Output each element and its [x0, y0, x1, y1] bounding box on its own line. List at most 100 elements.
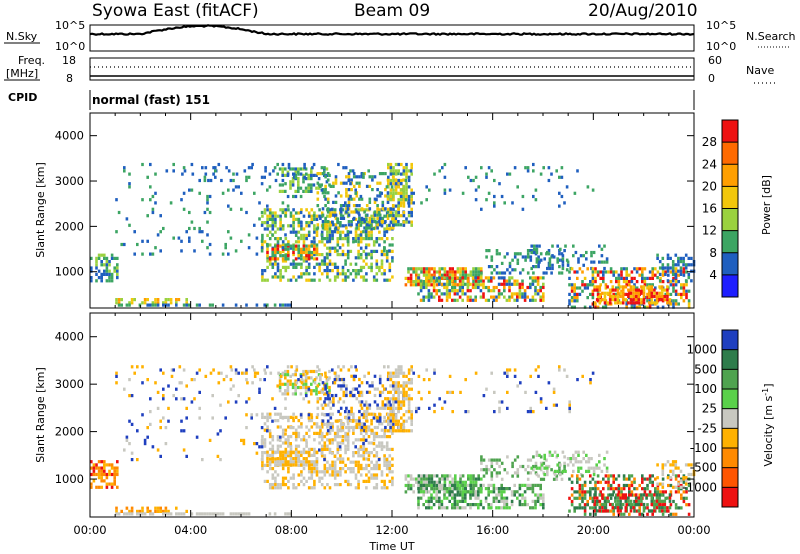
echo-cell: [263, 240, 267, 244]
echo-cell: [227, 400, 230, 404]
echo-cell: [325, 385, 329, 390]
echo-cell: [407, 276, 410, 280]
echo-cell: [294, 262, 298, 266]
echo-cell: [103, 463, 106, 467]
echo-cell: [402, 397, 406, 401]
echo-cell: [346, 483, 350, 487]
echo-cell: [105, 472, 109, 477]
echo-cell: [320, 431, 324, 435]
colorbar-tick-label: 24: [702, 157, 717, 171]
echo-cell: [441, 474, 444, 478]
echo-cell: [653, 288, 656, 292]
echo-cell: [634, 291, 638, 295]
echo-cell: [586, 296, 589, 300]
echo-cell: [687, 512, 691, 516]
echo-cell: [606, 291, 609, 295]
echo-cell: [521, 464, 525, 469]
echo-cell: [336, 220, 339, 224]
echo-cell: [405, 397, 408, 401]
echo-cell: [292, 486, 295, 490]
echo-cell: [320, 425, 324, 429]
echo-cell: [594, 276, 597, 280]
echo-cell: [558, 468, 561, 472]
echo-cell: [295, 365, 299, 369]
echo-cell: [287, 419, 290, 423]
echo-cell: [474, 295, 477, 299]
echo-cell: [653, 291, 656, 295]
echo-cell: [281, 210, 285, 215]
echo-cell: [680, 477, 683, 481]
echo-cell: [264, 169, 267, 173]
echo-cell: [539, 397, 543, 401]
echo-cell: [653, 509, 656, 513]
echo-cell: [323, 454, 327, 458]
echo-cell: [402, 194, 406, 199]
echo-cell: [358, 377, 361, 382]
echo-cell: [550, 172, 553, 176]
echo-cell: [263, 422, 267, 426]
echo-cell: [324, 191, 327, 195]
echo-cell: [640, 301, 643, 305]
echo-cell: [614, 496, 617, 500]
echo-cell: [402, 413, 406, 417]
echo-cell: [372, 275, 376, 279]
echo-cell: [466, 503, 470, 507]
echo-cell: [552, 477, 556, 481]
echo-cell: [690, 279, 693, 283]
echo-cell: [598, 506, 602, 510]
echo-cell: [328, 237, 332, 241]
echo-cell: [666, 460, 670, 464]
echo-cell: [305, 172, 308, 176]
echo-cell: [316, 197, 320, 201]
echo-cell: [307, 186, 310, 190]
echo-cell: [206, 220, 209, 224]
echo-cell: [394, 185, 398, 189]
echo-cell: [318, 479, 321, 483]
echo-cell: [352, 269, 355, 273]
echo-cell: [358, 181, 361, 185]
echo-cell: [115, 371, 118, 375]
echo-cell: [685, 487, 688, 491]
echo-cell: [607, 270, 610, 274]
echo-cell: [336, 457, 340, 461]
echo-cell: [261, 278, 264, 282]
echo-cell: [164, 301, 168, 305]
echo-cell: [682, 263, 685, 267]
echo-cell: [521, 194, 525, 199]
echo-cell: [422, 493, 425, 497]
echo-cell: [518, 282, 522, 286]
echo-cell: [384, 429, 387, 433]
echo-cell: [362, 447, 366, 451]
echo-cell: [326, 438, 329, 442]
echo-cell: [268, 483, 272, 487]
echo-cell: [292, 214, 295, 218]
echo-cell: [627, 294, 630, 299]
echo-cell: [325, 180, 329, 184]
echo-cell: [438, 397, 441, 401]
echo-cell: [315, 425, 319, 429]
echo-cell: [685, 490, 688, 494]
echo-cell: [305, 265, 308, 269]
echo-cell: [542, 493, 545, 497]
echo-cell: [371, 178, 374, 182]
echo-cell: [400, 178, 403, 183]
echo-cell: [538, 466, 541, 470]
echo-cell: [526, 252, 530, 256]
echo-cell: [261, 460, 264, 464]
echo-cell: [284, 447, 288, 451]
echo-cell: [627, 301, 630, 305]
echo-cell: [307, 453, 311, 457]
echo-cell: [376, 223, 379, 227]
echo-cell: [629, 291, 633, 295]
echo-cell: [448, 292, 451, 296]
echo-cell: [474, 496, 477, 500]
echo-cell: [621, 493, 625, 497]
echo-cell: [524, 166, 527, 170]
echo-cell: [392, 429, 395, 433]
echo-cell: [313, 486, 316, 490]
echo-cell: [529, 406, 532, 410]
echo-cell: [284, 173, 287, 177]
echo-cell: [642, 298, 646, 302]
echo-cell: [668, 298, 672, 302]
echo-cell: [305, 394, 308, 398]
